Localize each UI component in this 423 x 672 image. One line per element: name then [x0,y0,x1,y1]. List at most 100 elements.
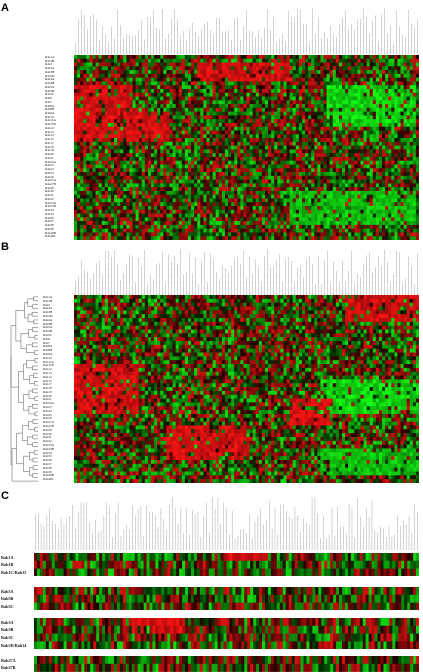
heatmap-cell [160,213,164,218]
row-label: Rab24 [45,167,54,172]
heatmap-cell [409,126,414,131]
heatmap-cell [249,73,254,78]
heatmap-cell [194,104,198,109]
heatmap-cell [246,164,250,169]
heatmap-cell [268,111,272,116]
heatmap-cell [218,141,223,146]
heatmap-cell [314,88,318,94]
heatmap-cell [252,160,257,165]
heatmap-cell [271,92,275,97]
heatmap-cell [338,119,343,124]
heatmap-cell [311,213,315,218]
heatmap-cell [255,198,260,203]
heatmap-cell [215,66,220,71]
heatmap-cell [138,145,143,150]
heatmap-cell [187,209,192,214]
heatmap-cell [332,194,337,199]
heatmap-cell [403,202,408,207]
heatmap-cell [369,149,374,154]
heatmap-cell [268,179,272,184]
heatmap-cell [126,115,130,120]
heatmap-cell [74,168,78,173]
row-label: Rab2 [45,62,52,67]
heatmap-cell [366,145,371,150]
heatmap-cell [98,153,103,158]
heatmap-cell [92,183,96,188]
heatmap-cell [240,62,244,67]
heatmap-cell [197,202,201,207]
heatmap-cell [305,213,309,218]
heatmap-cell [144,92,149,97]
heatmap-cell [231,77,235,82]
heatmap-cell [221,149,226,154]
heatmap-cell [98,100,103,105]
heatmap-cell [366,187,371,192]
heatmap-cell [264,138,269,143]
heatmap-cell [74,138,78,143]
heatmap-cell [406,122,411,128]
heatmap-cell [394,190,398,195]
heatmap-cell [107,92,112,97]
heatmap-cell [249,190,254,195]
heatmap-cell [234,138,238,143]
heatmap-cell [197,183,201,188]
heatmap-cell [184,104,189,109]
heatmap-cell [375,202,380,207]
heatmap-cell [323,198,327,203]
heatmap-cell [363,168,368,173]
heatmap-cell [308,81,312,86]
heatmap-cell [200,104,204,109]
heatmap-cell [403,96,408,101]
heatmap-cell [154,88,158,94]
row-label: Rab6 [45,96,52,101]
heatmap-cell [117,153,121,158]
heatmap-cell [255,115,260,120]
heatmap-cell [252,73,257,78]
heatmap-cell [203,62,207,67]
heatmap-cell [400,107,404,112]
heatmap-cell [169,70,173,75]
heatmap-cell [120,153,124,158]
heatmap-cell [289,134,294,139]
heatmap-cell [184,156,189,162]
heatmap-cell [126,73,130,78]
heatmap-cell [157,172,161,177]
heatmap-cell [228,119,232,124]
heatmap-cell [187,134,192,139]
heatmap-cell [166,160,170,165]
heatmap-cell [286,179,291,184]
heatmap-cell [280,149,284,154]
row-label: Rab19 [45,148,54,153]
heatmap-cell [382,145,386,150]
heatmap-cell [147,149,152,154]
heatmap-cell [135,107,140,112]
heatmap-cell [74,96,78,101]
heatmap-cell [104,96,109,101]
heatmap-cell [77,73,81,78]
heatmap-cell [191,206,195,211]
heatmap-cell [83,115,87,120]
heatmap-cell [372,141,377,146]
heatmap-cell [117,88,121,94]
heatmap-cell [77,111,81,116]
heatmap-cell [191,164,195,169]
heatmap-cell [280,119,284,124]
heatmap-cell [252,156,257,162]
heatmap-cell [391,160,395,165]
heatmap-cell [391,164,395,169]
heatmap-cell [126,190,130,195]
heatmap-cell [203,190,207,195]
heatmap-cell [378,107,383,112]
heatmap-cell [261,126,266,131]
heatmap-cell [126,183,130,188]
heatmap-cell [117,66,121,71]
heatmap-cell [144,168,149,173]
heatmap-cell [311,183,315,188]
heatmap-cell [123,55,127,60]
heatmap-cell [397,141,401,146]
heatmap-cell [289,141,294,146]
heatmap-cell [409,115,414,120]
heatmap-cell [163,172,167,177]
heatmap-cell [215,122,220,128]
heatmap-cell [264,107,269,112]
